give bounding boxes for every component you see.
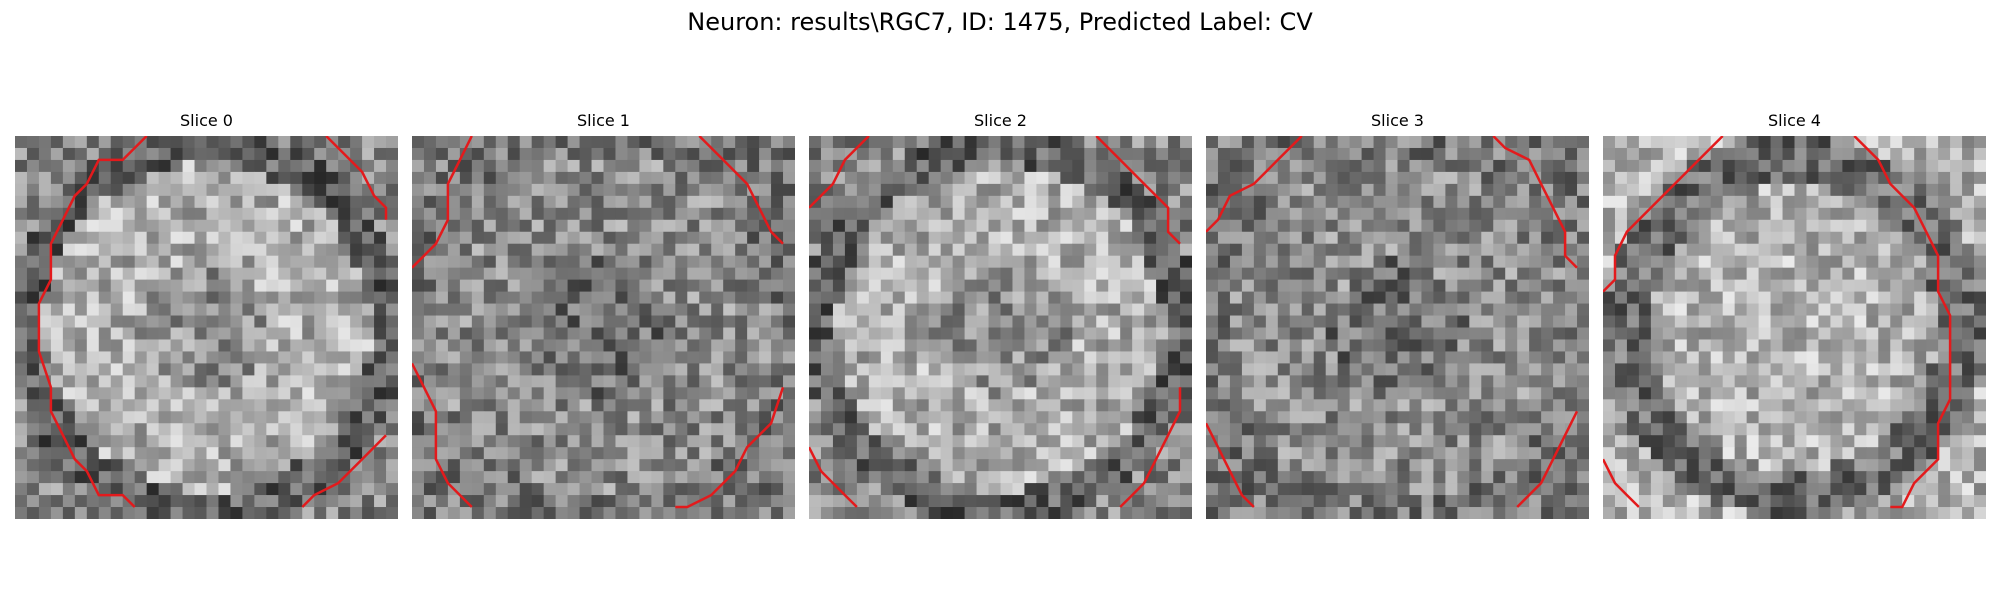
pixel-grid: [1206, 136, 1589, 519]
contour-line: [301, 434, 387, 508]
contour-line: [1603, 136, 1724, 293]
slice-panel: Slice 3: [1206, 110, 1589, 519]
contour-line: [412, 362, 473, 508]
contour-line: [698, 136, 784, 245]
contour-line: [1516, 410, 1579, 508]
slice-image: [1603, 136, 1986, 519]
slice-title: Slice 4: [1768, 111, 1821, 130]
slice-title: Slice 2: [974, 111, 1027, 130]
contour-line: [412, 136, 473, 269]
slice-title: Slice 0: [180, 111, 233, 130]
pixel-grid: [809, 136, 1192, 519]
contour-line: [1853, 136, 1952, 509]
contour-line: [809, 446, 858, 508]
contour-line: [1095, 136, 1181, 245]
contour-line: [1206, 136, 1303, 233]
slice-panel: Slice 0: [15, 110, 398, 519]
slice-image: [15, 136, 398, 519]
contour-line: [1603, 458, 1640, 508]
slice-image: [1206, 136, 1589, 519]
contour-line: [1492, 136, 1578, 269]
figure-title: Neuron: results\RGC7, ID: 1475, Predicte…: [687, 8, 1313, 36]
slice-panel: Slice 4: [1603, 110, 1986, 519]
contour-line: [37, 136, 148, 508]
contour-line: [809, 136, 870, 209]
slice-title: Slice 1: [577, 111, 630, 130]
slice-image: [412, 136, 795, 519]
slice-panel: Slice 1: [412, 110, 795, 519]
slice-panel: Slice 2: [809, 110, 1192, 519]
contour-line: [325, 136, 388, 220]
contour-line: [675, 386, 785, 509]
contour-line: [1206, 422, 1255, 508]
pixel-grid: [1603, 136, 1986, 519]
slice-title: Slice 3: [1371, 111, 1424, 130]
pixel-grid: [15, 136, 398, 519]
contour-line: [1119, 387, 1182, 508]
pixel-grid: [412, 136, 795, 519]
slice-image: [809, 136, 1192, 519]
